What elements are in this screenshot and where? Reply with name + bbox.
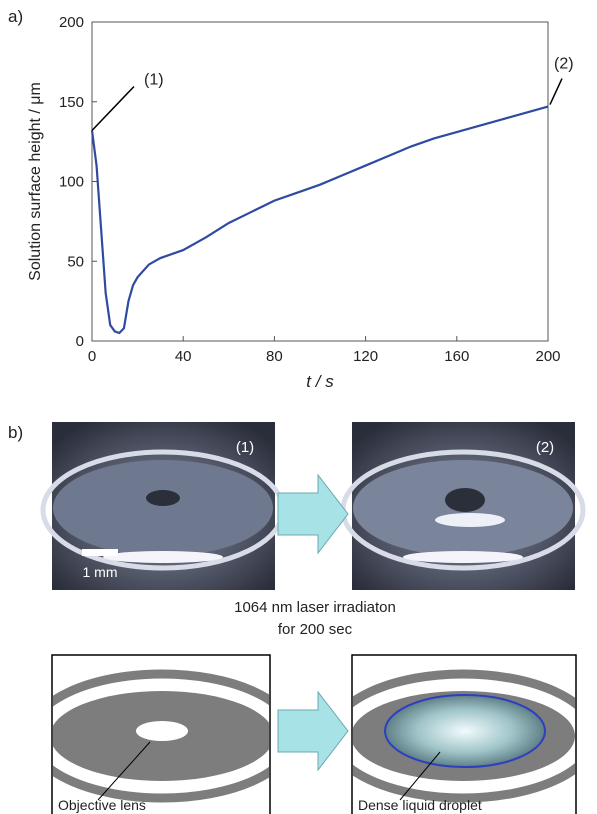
leader-line	[97, 741, 151, 801]
x-tick-label: 200	[535, 348, 560, 365]
x-tick-label: 40	[175, 348, 192, 365]
x-axis-label: t / s	[306, 372, 334, 391]
y-axis-label: Solution surface height / μm	[27, 82, 44, 281]
scale-bar-label: 1 mm	[83, 564, 118, 580]
data-line	[90, 105, 549, 335]
x-tick-label: 80	[266, 348, 283, 365]
arrow	[277, 690, 349, 772]
y-tick-label: 200	[59, 14, 84, 31]
y-tick-label: 50	[67, 253, 84, 270]
diagram: Objective lens	[51, 654, 271, 814]
annotation: (2)	[554, 56, 574, 73]
x-tick-label: 0	[88, 348, 96, 365]
x-tick-label: 120	[353, 348, 378, 365]
x-tick-label: 160	[444, 348, 469, 365]
plot-frame	[91, 21, 549, 342]
annotation: (1)	[144, 71, 164, 88]
diagram-label: Objective lens	[58, 797, 146, 813]
photo-label: (1)	[236, 439, 254, 456]
photo: (2)	[340, 422, 586, 590]
arrow	[277, 473, 349, 555]
y-tick-label: 100	[59, 174, 84, 191]
annotation-leader	[91, 85, 135, 131]
leader-line	[399, 751, 441, 801]
diagram: Dense liquid droplet	[351, 654, 577, 814]
panel-label: a)	[8, 7, 23, 26]
caption: 1064 nm laser irradiaton	[234, 599, 396, 616]
y-tick-label: 0	[76, 333, 84, 350]
photo: 1 mm (1)	[40, 422, 286, 590]
annotation-leader	[549, 78, 563, 105]
y-tick-label: 150	[59, 94, 84, 111]
photo-label: (2)	[536, 439, 554, 456]
panel-label: b)	[8, 423, 23, 442]
diagram-label: Dense liquid droplet	[358, 797, 482, 813]
caption: for 200 sec	[278, 621, 353, 638]
